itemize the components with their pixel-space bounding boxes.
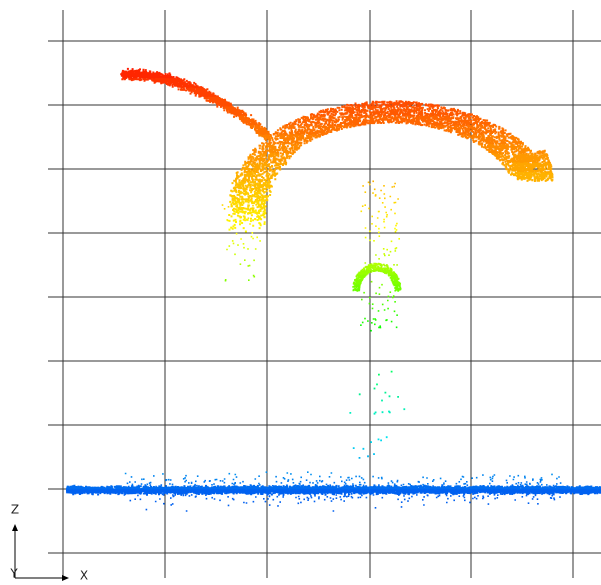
point-group (381, 399, 383, 402)
point-group (130, 474, 560, 481)
point-group (388, 395, 399, 398)
point-group (373, 453, 375, 455)
point-group (228, 209, 396, 221)
point-group (356, 269, 398, 276)
point-group (252, 143, 546, 155)
point-group (376, 383, 378, 386)
point-group (370, 439, 382, 443)
point-group (233, 115, 497, 127)
point-group (360, 324, 398, 329)
z-label: Z (11, 503, 19, 517)
point-group (247, 264, 393, 271)
point-group (121, 77, 204, 90)
z-arrow (12, 524, 18, 531)
point-group (358, 455, 369, 459)
point-group (403, 408, 406, 411)
point-group (373, 387, 376, 390)
point-group (226, 244, 398, 251)
point-group (361, 295, 395, 301)
point-group (377, 309, 396, 313)
point-group (124, 471, 553, 476)
point-group (371, 307, 389, 310)
axis-gizmo: Z Y X (9, 503, 88, 583)
point-group (203, 96, 440, 108)
point-group (230, 181, 396, 193)
point-group (377, 436, 388, 441)
point-group (368, 299, 396, 306)
point-group (370, 329, 372, 332)
point-group (126, 479, 562, 486)
point-group (226, 218, 398, 230)
point-group (375, 254, 390, 260)
point-group (177, 87, 219, 99)
point-group (66, 489, 601, 512)
point-group (222, 105, 478, 118)
point-group (378, 370, 393, 376)
point-group (233, 171, 554, 183)
point-group (224, 279, 401, 286)
point-group (352, 447, 365, 450)
point-group (120, 68, 179, 80)
point-group (229, 190, 399, 202)
point-group (352, 289, 400, 295)
point-group (244, 152, 551, 165)
point-group (364, 314, 398, 321)
point-cloud (66, 67, 601, 512)
point-group (358, 391, 387, 396)
y-label: Y (9, 567, 18, 581)
point-group (361, 319, 393, 326)
point-group (240, 235, 400, 240)
point-group (234, 250, 397, 256)
point-group (249, 124, 512, 136)
x-arrow (62, 575, 69, 581)
point-group (224, 274, 400, 281)
point-group (231, 239, 393, 245)
point-group (349, 410, 391, 415)
point-group (221, 199, 397, 211)
x-label: X (80, 569, 88, 583)
point-group (236, 162, 553, 174)
